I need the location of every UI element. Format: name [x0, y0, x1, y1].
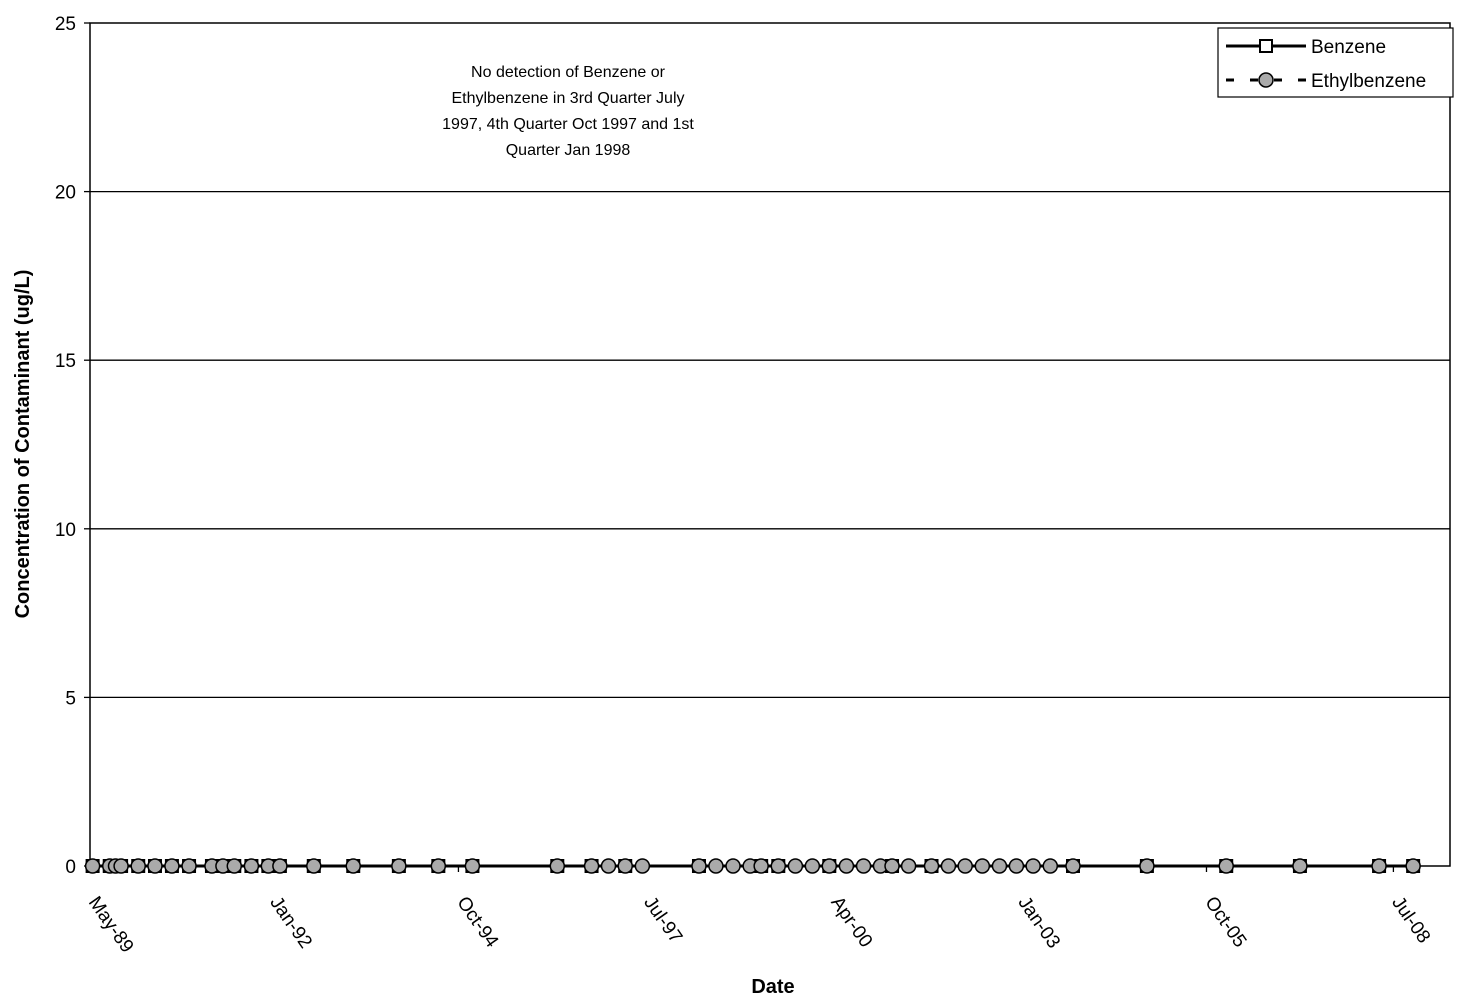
data-point-ethylbenzene	[113, 858, 129, 874]
x-tick-label: May-89	[84, 893, 138, 957]
data-point-ethylbenzene	[957, 858, 973, 874]
data-point-ethylbenzene	[923, 858, 940, 874]
data-point-ethylbenzene	[84, 858, 101, 874]
x-tick-label: Oct-94	[452, 893, 502, 952]
data-point-ethylbenzene	[600, 858, 617, 874]
x-tick-label: Jul-08	[1387, 893, 1434, 947]
data-point-ethylbenzene	[634, 858, 651, 874]
data-point-ethylbenzene	[821, 858, 838, 874]
data-point-ethylbenzene	[884, 858, 900, 874]
x-tick-label: Jan-03	[1013, 893, 1064, 953]
data-point-ethylbenzene	[617, 858, 633, 874]
data-point-ethylbenzene	[991, 858, 1008, 874]
legend-ethylbenzene-marker	[1258, 72, 1274, 88]
data-point-ethylbenzene	[1025, 858, 1041, 874]
data-point-ethylbenzene	[940, 858, 957, 874]
legend: Benzene Ethylbenzene	[1217, 27, 1454, 98]
data-point-ethylbenzene	[708, 858, 724, 874]
data-point-ethylbenzene	[583, 858, 600, 874]
data-point-ethylbenzene	[1008, 858, 1025, 874]
data-point-ethylbenzene	[549, 858, 566, 874]
annotation-line: No detection of Benzene or	[471, 64, 666, 81]
series-layer	[84, 858, 1421, 874]
annotation-line: Quarter Jan 1998	[506, 142, 631, 159]
data-point-ethylbenzene	[1405, 858, 1421, 874]
legend-ethylbenzene-label: Ethylbenzene	[1311, 71, 1426, 92]
annotation-line: 1997, 4th Quarter Oct 1997 and 1st	[442, 116, 694, 133]
y-tick-label: 5	[65, 688, 76, 709]
data-point-ethylbenzene	[1292, 858, 1308, 874]
data-point-ethylbenzene	[753, 858, 769, 874]
data-point-ethylbenzene	[855, 858, 872, 874]
gridlines	[90, 190, 1450, 699]
data-point-ethylbenzene	[804, 858, 821, 874]
data-point-ethylbenzene	[391, 858, 407, 874]
chart-annotation: No detection of Benzene or Ethylbenzene i…	[442, 64, 694, 159]
x-axis-title: Date	[751, 976, 794, 997]
y-tick-label: 10	[55, 520, 76, 541]
data-point-ethylbenzene	[691, 858, 707, 874]
x-axis: May-89 Jan-92 Oct-94 Jul-97 Apr-00 Jan-03 Oct-…	[84, 866, 1434, 957]
data-point-ethylbenzene	[1139, 858, 1155, 874]
legend-benzene-marker	[1259, 39, 1273, 53]
x-tick-label: Jul-97	[639, 893, 686, 947]
y-tick-label: 20	[55, 183, 76, 204]
data-point-ethylbenzene	[1042, 858, 1059, 874]
data-point-ethylbenzene	[770, 858, 787, 874]
y-tick-label: 0	[65, 857, 76, 878]
legend-benzene-label: Benzene	[1311, 37, 1386, 58]
data-point-ethylbenzene	[1065, 858, 1081, 874]
data-point-ethylbenzene	[900, 858, 917, 874]
data-point-ethylbenzene	[464, 858, 481, 874]
data-point-ethylbenzene	[272, 858, 288, 874]
y-tick-label: 25	[55, 14, 76, 35]
plot-area	[89, 22, 1451, 867]
data-point-ethylbenzene	[725, 858, 741, 874]
x-tick-label: Oct-05	[1200, 893, 1250, 952]
y-tick-label: 15	[55, 351, 76, 372]
data-point-ethylbenzene	[147, 858, 163, 874]
data-point-ethylbenzene	[243, 858, 260, 874]
annotation-line: Ethylbenzene in 3rd Quarter July	[451, 90, 684, 107]
data-point-ethylbenzene	[974, 858, 991, 874]
data-point-ethylbenzene	[130, 858, 146, 874]
data-point-ethylbenzene	[306, 858, 322, 874]
y-axis: 0 5 10 15 20 25	[55, 14, 90, 878]
data-point-ethylbenzene	[1371, 858, 1387, 874]
data-point-ethylbenzene	[430, 858, 447, 874]
data-point-ethylbenzene	[345, 858, 361, 874]
data-point-ethylbenzene	[1218, 858, 1234, 874]
data-point-ethylbenzene	[226, 858, 243, 874]
data-point-ethylbenzene	[181, 858, 197, 874]
data-point-ethylbenzene	[164, 858, 180, 874]
data-point-ethylbenzene	[787, 858, 804, 874]
y-axis-title: Concentration of Contaminant (ug/L)	[12, 270, 34, 619]
legend-box	[1217, 27, 1454, 98]
x-tick-label: Apr-00	[826, 893, 876, 952]
data-point-ethylbenzene	[838, 858, 855, 874]
x-tick-label: Jan-92	[265, 893, 316, 953]
